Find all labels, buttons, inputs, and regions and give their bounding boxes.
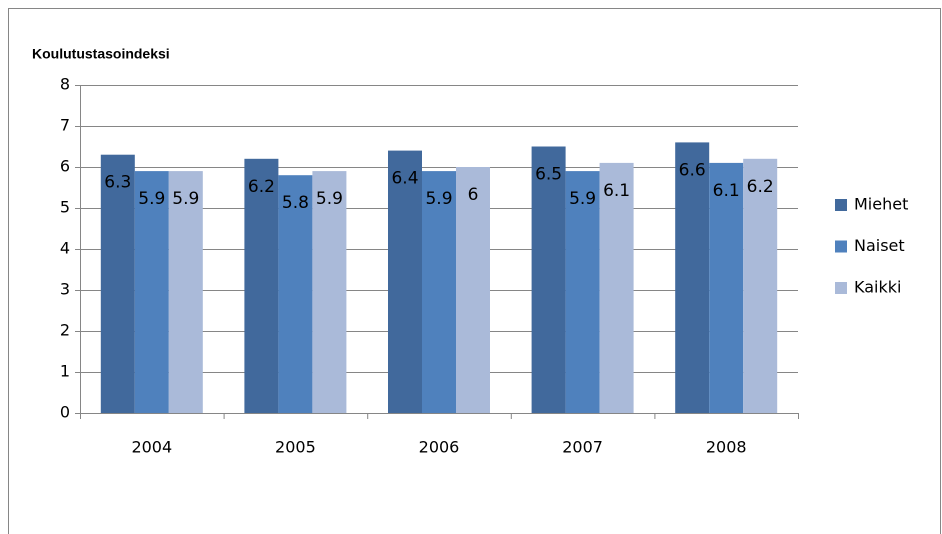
data-label: 5.9 xyxy=(569,189,596,209)
bar xyxy=(168,171,203,413)
data-label: 6.1 xyxy=(713,181,740,201)
y-tick-label: 4 xyxy=(60,239,70,258)
chart-frame xyxy=(8,8,941,534)
bar xyxy=(244,158,279,413)
data-label: 5.9 xyxy=(172,189,199,209)
legend-swatch xyxy=(835,240,847,253)
x-tick-label: 2006 xyxy=(419,438,460,457)
y-tick-label: 0 xyxy=(60,403,70,422)
y-tick-label: 5 xyxy=(60,198,70,217)
data-label: 6.4 xyxy=(391,169,418,189)
x-tick-label: 2005 xyxy=(275,438,316,457)
legend-label: Kaikki xyxy=(854,278,901,297)
x-tick-label: 2007 xyxy=(562,438,603,457)
bar xyxy=(100,154,135,413)
y-tick-label: 1 xyxy=(60,362,70,381)
y-tick-label: 8 xyxy=(60,75,70,94)
data-label: 6.6 xyxy=(679,160,706,180)
data-label: 6.1 xyxy=(603,181,630,201)
bar xyxy=(531,146,566,413)
bar xyxy=(599,162,634,413)
data-label: 6.2 xyxy=(248,177,275,197)
bar xyxy=(278,175,313,413)
bar xyxy=(422,171,456,413)
data-label: 6.2 xyxy=(747,177,774,197)
legend-swatch xyxy=(835,199,847,211)
data-label: 5.9 xyxy=(425,189,452,209)
legend-label: Naiset xyxy=(854,236,905,255)
bar xyxy=(565,171,600,413)
chart-title: Koulutustasoindeksi xyxy=(32,46,170,62)
data-label: 6.3 xyxy=(104,173,131,193)
data-label: 5.9 xyxy=(138,189,165,209)
x-tick-label: 2004 xyxy=(131,438,172,457)
bar xyxy=(456,167,490,413)
data-label: 5.9 xyxy=(316,189,343,209)
y-tick-label: 6 xyxy=(60,157,70,176)
x-tick-label: 2008 xyxy=(706,438,747,457)
data-label: 6 xyxy=(468,185,479,205)
data-label: 5.8 xyxy=(282,193,309,213)
bar xyxy=(709,162,744,413)
bar xyxy=(134,171,169,413)
y-tick-label: 3 xyxy=(60,280,70,299)
bar xyxy=(312,171,347,413)
bar xyxy=(743,158,778,413)
bar xyxy=(388,150,422,413)
y-tick-label: 7 xyxy=(60,116,70,135)
y-tick-label: 2 xyxy=(60,321,70,340)
legend-swatch xyxy=(835,282,847,294)
data-label: 6.5 xyxy=(535,165,562,185)
bar xyxy=(675,142,710,413)
legend-label: Miehet xyxy=(854,195,908,214)
